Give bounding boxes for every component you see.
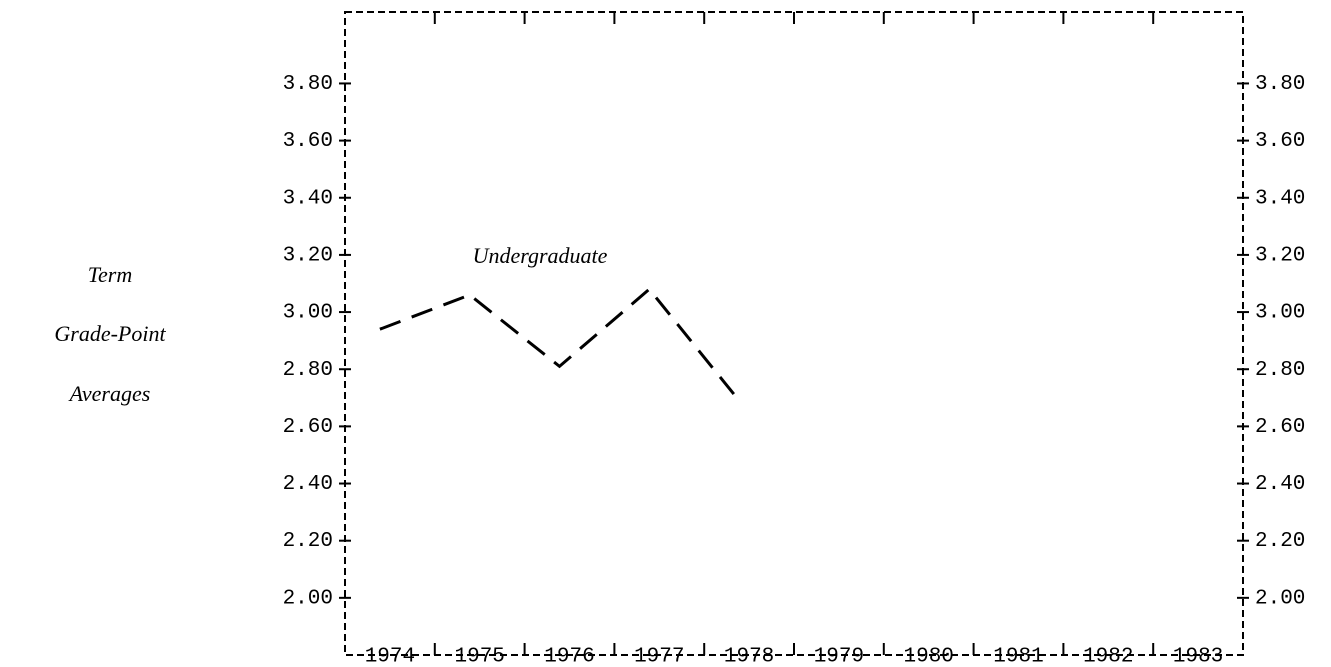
y-tick-label: 2.20 [283, 530, 333, 553]
x-tick-label: 1974 [365, 646, 415, 667]
plot-frame [344, 11, 1244, 656]
y-tick-label: 3.00 [283, 302, 333, 325]
x-tick-label: 1981 [993, 646, 1043, 667]
y-tick-label: 3.80 [283, 73, 333, 96]
y-tick-label: 3.20 [283, 244, 333, 267]
y2-tick-label: 2.20 [1255, 530, 1305, 553]
y-tick-label: 3.60 [283, 130, 333, 153]
y-axis-label: Grade-Point [54, 321, 166, 346]
x-tick-label: 1979 [814, 646, 864, 667]
x-tick-label: 1976 [544, 646, 594, 667]
x-tick-label: 1975 [454, 646, 504, 667]
y2-tick-label: 3.40 [1255, 187, 1305, 210]
y-tick-label: 3.40 [283, 187, 333, 210]
y2-tick-label: 2.80 [1255, 359, 1305, 382]
y2-tick-label: 3.00 [1255, 302, 1305, 325]
y2-tick-label: 3.60 [1255, 130, 1305, 153]
y2-tick-label: 3.80 [1255, 73, 1305, 96]
annotation: Undergraduate [473, 243, 608, 268]
x-tick-label: 1980 [903, 646, 953, 667]
y2-tick-label: 2.00 [1255, 587, 1305, 610]
y2-tick-label: 2.40 [1255, 473, 1305, 496]
y-tick-label: 2.40 [283, 473, 333, 496]
y-tick-label: 2.00 [283, 587, 333, 610]
x-tick-label: 1978 [724, 646, 774, 667]
y-axis-label: Term [88, 262, 132, 287]
x-tick-label: 1983 [1173, 646, 1223, 667]
y2-tick-label: 2.60 [1255, 416, 1305, 439]
y-axis-label: Averages [68, 381, 151, 406]
y2-tick-label: 3.20 [1255, 244, 1305, 267]
x-tick-label: 1982 [1083, 646, 1133, 667]
x-tick-label: 1977 [634, 646, 684, 667]
line-series [379, 287, 741, 402]
y-tick-label: 2.80 [283, 359, 333, 382]
y-tick-label: 2.60 [283, 416, 333, 439]
